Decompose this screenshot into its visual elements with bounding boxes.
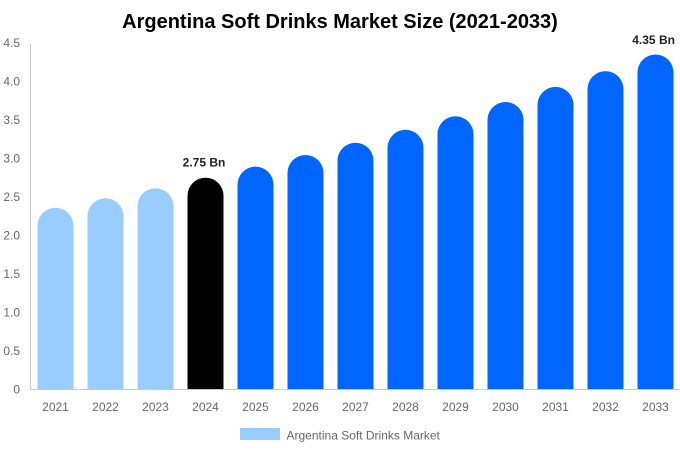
svg-text:2032: 2032 — [592, 400, 619, 414]
svg-text:3.5: 3.5 — [3, 113, 20, 127]
svg-text:1.0: 1.0 — [3, 306, 20, 320]
svg-text:0: 0 — [13, 383, 20, 397]
svg-text:2027: 2027 — [342, 400, 369, 414]
svg-text:Argentina Soft Drinks Market S: Argentina Soft Drinks Market Size (2021-… — [122, 11, 558, 33]
svg-text:2029: 2029 — [442, 400, 469, 414]
svg-text:2023: 2023 — [142, 400, 169, 414]
svg-text:4.35 Bn: 4.35 Bn — [632, 33, 675, 47]
svg-text:2025: 2025 — [242, 400, 269, 414]
svg-text:2031: 2031 — [542, 400, 569, 414]
svg-text:2.75 Bn: 2.75 Bn — [183, 156, 226, 170]
svg-text:4.0: 4.0 — [3, 75, 20, 89]
svg-text:2021: 2021 — [42, 400, 69, 414]
svg-text:Argentina Soft Drinks Market: Argentina Soft Drinks Market — [287, 428, 441, 442]
svg-text:2026: 2026 — [292, 400, 319, 414]
svg-text:0.5: 0.5 — [3, 344, 20, 358]
svg-text:2.5: 2.5 — [3, 190, 20, 204]
svg-text:2030: 2030 — [492, 400, 519, 414]
svg-text:2033: 2033 — [642, 400, 669, 414]
svg-text:1.5: 1.5 — [3, 267, 20, 281]
svg-text:4.5: 4.5 — [3, 36, 20, 50]
svg-text:2022: 2022 — [92, 400, 119, 414]
svg-text:2028: 2028 — [392, 400, 419, 414]
svg-text:3.0: 3.0 — [3, 152, 20, 166]
svg-text:2.0: 2.0 — [3, 229, 20, 243]
svg-text:2024: 2024 — [192, 400, 219, 414]
